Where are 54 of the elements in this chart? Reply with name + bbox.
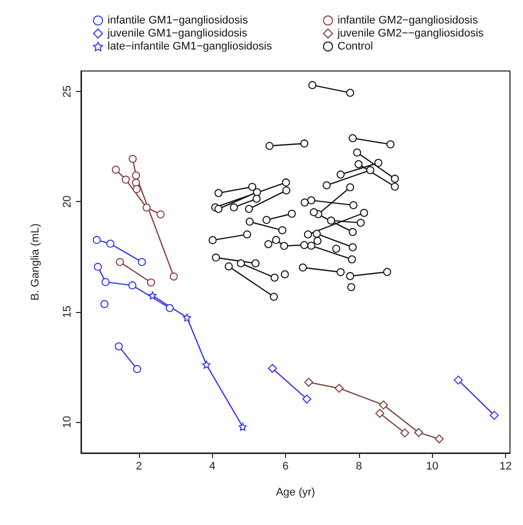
point xyxy=(302,394,312,404)
point xyxy=(156,210,165,218)
point xyxy=(170,272,178,281)
point xyxy=(94,262,102,271)
point xyxy=(138,258,146,266)
point xyxy=(92,236,101,244)
point xyxy=(132,171,140,180)
point xyxy=(414,428,424,438)
point xyxy=(100,300,108,308)
x-tick-label: 8 xyxy=(356,460,362,472)
point xyxy=(490,410,499,420)
point xyxy=(147,278,156,286)
y-tick-label: 25 xyxy=(62,85,74,98)
legend-label: juvenile GM1−gangliosidosis xyxy=(106,28,248,40)
point xyxy=(112,166,120,174)
x-tick-label: 12 xyxy=(499,460,512,472)
point xyxy=(238,422,247,431)
x-tick-label: 4 xyxy=(209,460,216,472)
point xyxy=(128,281,136,290)
point xyxy=(102,278,110,286)
point xyxy=(122,176,130,184)
point xyxy=(375,408,384,418)
y-tick-label: 15 xyxy=(62,306,74,318)
legend-label: late−infantile GM1−gangliosidosis xyxy=(108,40,272,52)
point xyxy=(202,360,210,369)
point xyxy=(400,428,410,438)
y-axis-title: B. Ganglia (mL) xyxy=(30,223,42,301)
point xyxy=(142,204,151,212)
legend-label: juvenile GM2−−gangliosidosis xyxy=(336,28,484,40)
point xyxy=(304,378,314,387)
point xyxy=(148,291,156,300)
point xyxy=(379,400,388,410)
point xyxy=(454,376,463,385)
legend-label: infantile GM2−gangliosidosis xyxy=(338,14,478,26)
point xyxy=(434,434,444,444)
point xyxy=(166,304,174,312)
point xyxy=(132,185,141,194)
point xyxy=(106,240,114,248)
legend-label: Control xyxy=(338,40,373,52)
point xyxy=(114,342,123,350)
point xyxy=(128,154,137,163)
x-tick-label: 10 xyxy=(426,460,438,472)
point xyxy=(334,384,344,393)
point xyxy=(182,314,191,322)
point xyxy=(132,178,140,187)
point xyxy=(133,365,142,374)
point xyxy=(268,364,277,373)
x-axis-title: Age (yr) xyxy=(276,486,316,498)
point xyxy=(116,258,124,266)
y-tick-label: 10 xyxy=(62,416,74,428)
legend-label: infantile GM1−gangliosidosis xyxy=(108,14,248,26)
y-tick-label: 20 xyxy=(62,196,74,208)
x-tick-label: 6 xyxy=(282,460,289,472)
x-tick-label: 2 xyxy=(136,460,142,472)
